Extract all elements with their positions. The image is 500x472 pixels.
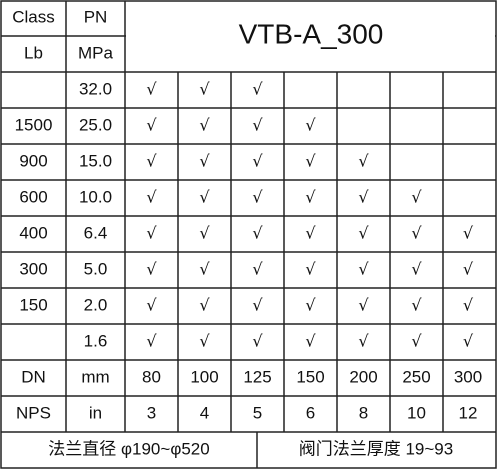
nps-value: 10: [407, 403, 426, 422]
pn-cell: 5.0: [84, 259, 108, 278]
check-mark: √: [146, 80, 157, 99]
header-mpa: MPa: [78, 43, 114, 62]
check-mark: √: [305, 116, 316, 135]
check-mark: √: [411, 332, 422, 351]
check-mark: √: [358, 296, 369, 315]
check-mark: √: [199, 152, 210, 171]
dn-value: 125: [243, 367, 271, 386]
nps-value: 6: [306, 403, 315, 422]
pn-cell: 2.0: [84, 295, 108, 314]
nps-value: 12: [459, 403, 478, 422]
pn-cell: 1.6: [84, 331, 108, 350]
check-mark: √: [358, 224, 369, 243]
dn-label: DN: [21, 367, 46, 386]
dn-unit: mm: [81, 367, 109, 386]
check-mark: √: [463, 224, 474, 243]
nps-value: 5: [253, 403, 262, 422]
class-cell: 1500: [15, 115, 53, 134]
check-mark: √: [411, 260, 422, 279]
nps-value: 3: [147, 403, 156, 422]
check-mark: √: [305, 152, 316, 171]
footer-left: 法兰直径 φ190~φ520: [48, 439, 209, 458]
header-class: Class: [12, 7, 55, 26]
check-mark: √: [252, 116, 263, 135]
class-cell: 400: [19, 223, 47, 242]
check-mark: √: [252, 260, 263, 279]
check-mark: √: [305, 188, 316, 207]
dn-value: 80: [142, 367, 161, 386]
check-mark: √: [252, 296, 263, 315]
pn-cell: 15.0: [79, 151, 112, 170]
nps-unit: in: [89, 403, 102, 422]
header-pn: PN: [84, 7, 108, 26]
dn-value: 300: [454, 367, 482, 386]
check-mark: √: [358, 332, 369, 351]
dn-value: 100: [190, 367, 218, 386]
check-mark: √: [411, 188, 422, 207]
check-mark: √: [358, 260, 369, 279]
class-cell: 600: [19, 187, 47, 206]
check-mark: √: [463, 260, 474, 279]
nps-label: NPS: [16, 403, 51, 422]
check-mark: √: [199, 80, 210, 99]
check-mark: √: [199, 224, 210, 243]
class-cell: 900: [19, 151, 47, 170]
check-mark: √: [358, 152, 369, 171]
dn-value: 200: [349, 367, 377, 386]
check-mark: √: [358, 188, 369, 207]
nps-value: 8: [359, 403, 368, 422]
check-mark: √: [252, 152, 263, 171]
check-mark: √: [411, 224, 422, 243]
header-lb: Lb: [24, 43, 43, 62]
check-mark: √: [305, 224, 316, 243]
check-mark: √: [146, 224, 157, 243]
check-mark: √: [252, 224, 263, 243]
check-mark: √: [146, 188, 157, 207]
check-mark: √: [305, 332, 316, 351]
check-mark: √: [305, 296, 316, 315]
check-mark: √: [146, 260, 157, 279]
footer-right: 阀门法兰厚度 19~93: [299, 439, 453, 458]
pn-cell: 6.4: [84, 223, 108, 242]
dn-value: 250: [402, 367, 430, 386]
nps-value: 4: [200, 403, 209, 422]
check-mark: √: [463, 296, 474, 315]
check-mark: √: [146, 332, 157, 351]
check-mark: √: [146, 116, 157, 135]
pn-cell: 32.0: [79, 79, 112, 98]
check-mark: √: [199, 188, 210, 207]
check-mark: √: [252, 188, 263, 207]
check-mark: √: [305, 260, 316, 279]
check-mark: √: [146, 152, 157, 171]
check-mark: √: [199, 260, 210, 279]
title-cell: [126, 34, 495, 38]
class-cell: 150: [19, 295, 47, 314]
check-mark: √: [199, 296, 210, 315]
check-mark: √: [252, 332, 263, 351]
check-mark: √: [199, 332, 210, 351]
class-cell: 300: [19, 259, 47, 278]
check-mark: √: [411, 296, 422, 315]
dn-value: 150: [296, 367, 324, 386]
check-mark: √: [463, 332, 474, 351]
pn-cell: 25.0: [79, 115, 112, 134]
check-mark: √: [146, 296, 157, 315]
title: VTB-A_300: [239, 18, 384, 49]
check-mark: √: [252, 80, 263, 99]
pn-cell: 10.0: [79, 187, 112, 206]
check-mark: √: [199, 116, 210, 135]
